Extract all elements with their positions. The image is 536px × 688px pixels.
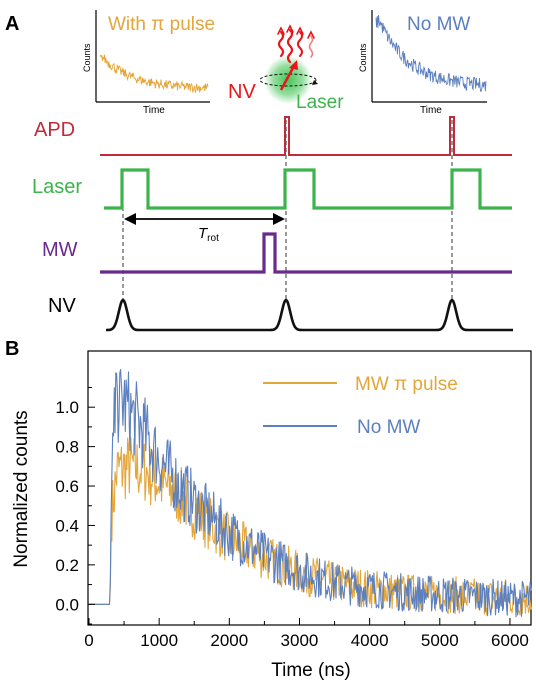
microwave-wave-icon-2	[286, 28, 294, 64]
microwave-wave-icon-3	[297, 31, 303, 57]
plot-ticks: 0 1000 2000 3000 4000 5000 6000 0.0 0.2 0.4 0.6 0.8…	[55, 386, 529, 650]
orbit-arrowhead	[312, 80, 318, 85]
trot-arrow-right-head	[273, 213, 285, 225]
microwave-wave-icons	[277, 24, 315, 64]
inset-left-xlabel: Time	[143, 105, 165, 116]
inset-right-ylabel: Counts	[358, 43, 368, 72]
inset-trace-line	[99, 54, 209, 94]
inset-left-trace	[99, 54, 209, 94]
x-axis-label: Time (ns)	[271, 660, 351, 681]
inset-with-pi: With π pulse Time Counts	[82, 10, 215, 116]
inset-no-mw: No MW Time Counts	[358, 10, 487, 116]
trot-label-sub: rot	[207, 233, 219, 244]
row-label-nv: NV	[48, 295, 76, 317]
legend-label-mw-pi: MW π pulse	[355, 374, 458, 395]
spin-arrow-head	[289, 60, 298, 70]
inset-left-title: With π pulse	[108, 14, 215, 35]
trot-arrow-left-head	[124, 213, 136, 225]
row-label-mw: MW	[42, 239, 78, 261]
nv-trace	[106, 298, 513, 332]
mw-trace	[100, 232, 512, 274]
y-tick-label: 0.8	[55, 438, 79, 457]
x-tick-label: 6000	[491, 631, 529, 650]
laser-glow	[264, 56, 312, 104]
laser-label: Laser	[296, 92, 344, 113]
panel-b-label: B	[5, 338, 19, 360]
legend-label-no-mw: No MW	[357, 417, 420, 438]
nv-label: NV	[228, 81, 256, 103]
x-tick-label: 3000	[281, 631, 319, 650]
panel-a: A With π pulse Time Counts No MW Time Co…	[5, 10, 513, 332]
inset-trace-line	[375, 15, 487, 93]
plot-series	[89, 368, 532, 618]
inset-right-trace	[375, 15, 487, 93]
panel-a-label: A	[5, 13, 19, 35]
inset-right-title: No MW	[407, 14, 470, 35]
row-label-laser: Laser	[32, 176, 82, 198]
apd-trace	[100, 116, 512, 156]
trot-label: Trot	[198, 225, 219, 244]
x-tick-label: 1000	[140, 631, 178, 650]
microwave-wave-icon-1	[277, 30, 285, 58]
trot-label-main: T	[198, 225, 209, 242]
y-tick-label: 0.0	[55, 595, 79, 614]
trot-arrow: Trot	[124, 213, 285, 244]
spin-precession-orbit	[259, 73, 317, 87]
row-label-apd: APD	[34, 119, 75, 141]
y-tick-label: 0.6	[55, 477, 79, 496]
series-line-no-mw	[89, 368, 532, 618]
plot-frame	[87, 350, 532, 626]
legend: MW π pulse No MW	[263, 374, 458, 438]
laser-trace	[104, 168, 512, 210]
x-tick-label: 4000	[351, 631, 389, 650]
y-tick-label: 0.2	[55, 556, 79, 575]
microwave-wave-icon-4	[308, 35, 314, 58]
y-tick-label: 1.0	[55, 398, 79, 417]
timing-guides	[122, 120, 453, 302]
nv-illustration: NV Laser	[228, 24, 344, 113]
y-axis-label: Normalized counts	[11, 410, 32, 567]
inset-right-xlabel: Time	[420, 105, 442, 116]
microwave-arrowheads	[277, 24, 315, 39]
x-tick-label: 2000	[210, 631, 248, 650]
x-tick-label: 0	[84, 631, 93, 650]
panel-b: B 0 1000 2000 3000 4000 5000 60000.00.20.40.60…	[5, 338, 532, 681]
y-tick-label: 0.4	[55, 516, 79, 535]
spin-arrow	[279, 65, 296, 91]
inset-left-ylabel: Counts	[82, 43, 92, 72]
x-tick-label: 5000	[421, 631, 459, 650]
